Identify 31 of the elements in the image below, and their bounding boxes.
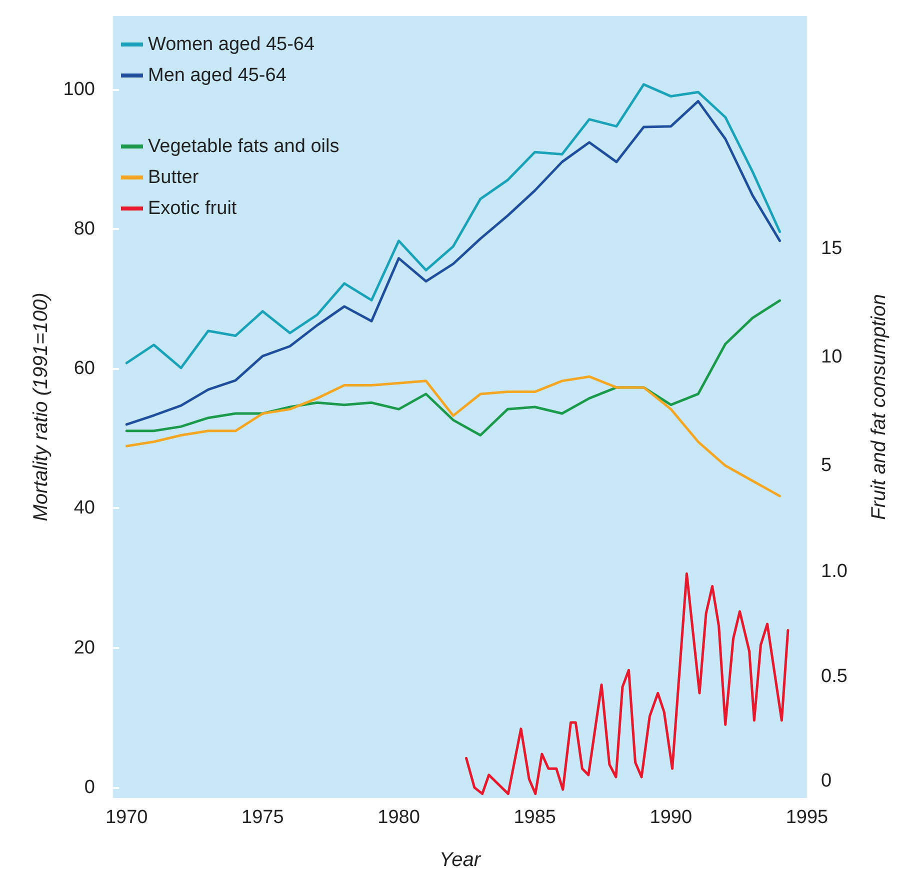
y-tick-label: 100 xyxy=(63,78,95,100)
y2-axis-title: Fruit and fat consumption xyxy=(868,294,890,520)
legend-label: Exotic fruit xyxy=(148,198,238,219)
y-tick-label: 60 xyxy=(74,358,95,380)
x-tick-label: 1990 xyxy=(650,807,692,828)
legend-label: Butter xyxy=(148,167,200,188)
x-axis-title: Year xyxy=(439,849,482,871)
x-tick-label: 1970 xyxy=(105,807,148,828)
y-tick-label: 0 xyxy=(84,777,95,798)
y2-tick-label: 5 xyxy=(821,455,832,476)
line-series xyxy=(125,299,782,436)
y2-tick-label: 10 xyxy=(821,346,842,368)
y3-tick-label: 1.0 xyxy=(821,561,848,582)
y-tick-label: 40 xyxy=(74,498,95,519)
y-tick-label: 20 xyxy=(74,637,95,658)
y3-tick-label: 0.5 xyxy=(821,666,848,687)
x-tick-label: 1995 xyxy=(786,807,828,828)
legend-label: Men aged 45-64 xyxy=(148,65,287,86)
y2-tick-label: 15 xyxy=(821,238,842,259)
line-series xyxy=(125,375,782,498)
y-axis-title: Mortality ratio (1991=100) xyxy=(30,292,52,522)
x-tick-label: 1980 xyxy=(378,807,420,828)
y-tick-label: 80 xyxy=(74,218,95,240)
line-series xyxy=(125,83,782,370)
line-series xyxy=(465,572,790,796)
legend-label: Vegetable fats and oils xyxy=(148,136,340,157)
x-tick-label: 1975 xyxy=(242,807,284,828)
legend-label: Women aged 45-64 xyxy=(148,34,315,55)
x-tick-label: 1985 xyxy=(514,807,556,828)
y3-tick-label: 0 xyxy=(821,770,832,792)
line-series xyxy=(125,100,782,426)
